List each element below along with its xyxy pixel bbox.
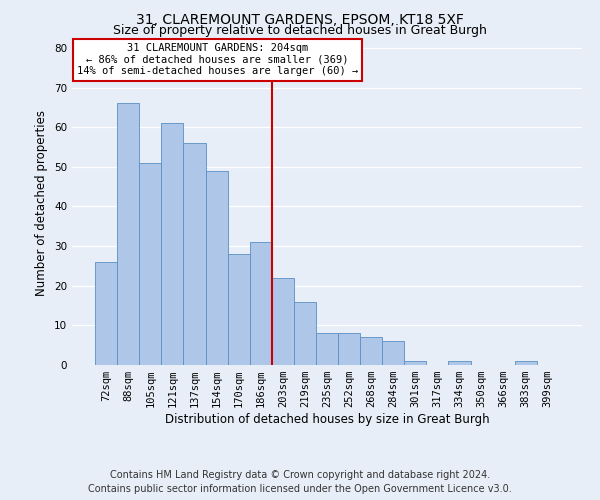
Bar [272, 278, 294, 365]
X-axis label: Distribution of detached houses by size in Great Burgh: Distribution of detached houses by size … [164, 413, 490, 426]
Bar [161, 123, 184, 365]
Bar [404, 361, 427, 365]
Bar [515, 361, 537, 365]
Bar [360, 338, 382, 365]
Y-axis label: Number of detached properties: Number of detached properties [35, 110, 49, 296]
Bar [184, 143, 206, 365]
Bar [117, 104, 139, 365]
Bar [338, 334, 360, 365]
Bar [382, 341, 404, 365]
Bar [227, 254, 250, 365]
Bar [294, 302, 316, 365]
Bar [139, 163, 161, 365]
Text: Contains HM Land Registry data © Crown copyright and database right 2024.
Contai: Contains HM Land Registry data © Crown c… [88, 470, 512, 494]
Text: Size of property relative to detached houses in Great Burgh: Size of property relative to detached ho… [113, 24, 487, 37]
Text: 31, CLAREMOUNT GARDENS, EPSOM, KT18 5XF: 31, CLAREMOUNT GARDENS, EPSOM, KT18 5XF [136, 12, 464, 26]
Bar [316, 334, 338, 365]
Bar [206, 171, 227, 365]
Bar [250, 242, 272, 365]
Text: 31 CLAREMOUNT GARDENS: 204sqm
← 86% of detached houses are smaller (369)
14% of : 31 CLAREMOUNT GARDENS: 204sqm ← 86% of d… [77, 44, 358, 76]
Bar [95, 262, 117, 365]
Bar [448, 361, 470, 365]
